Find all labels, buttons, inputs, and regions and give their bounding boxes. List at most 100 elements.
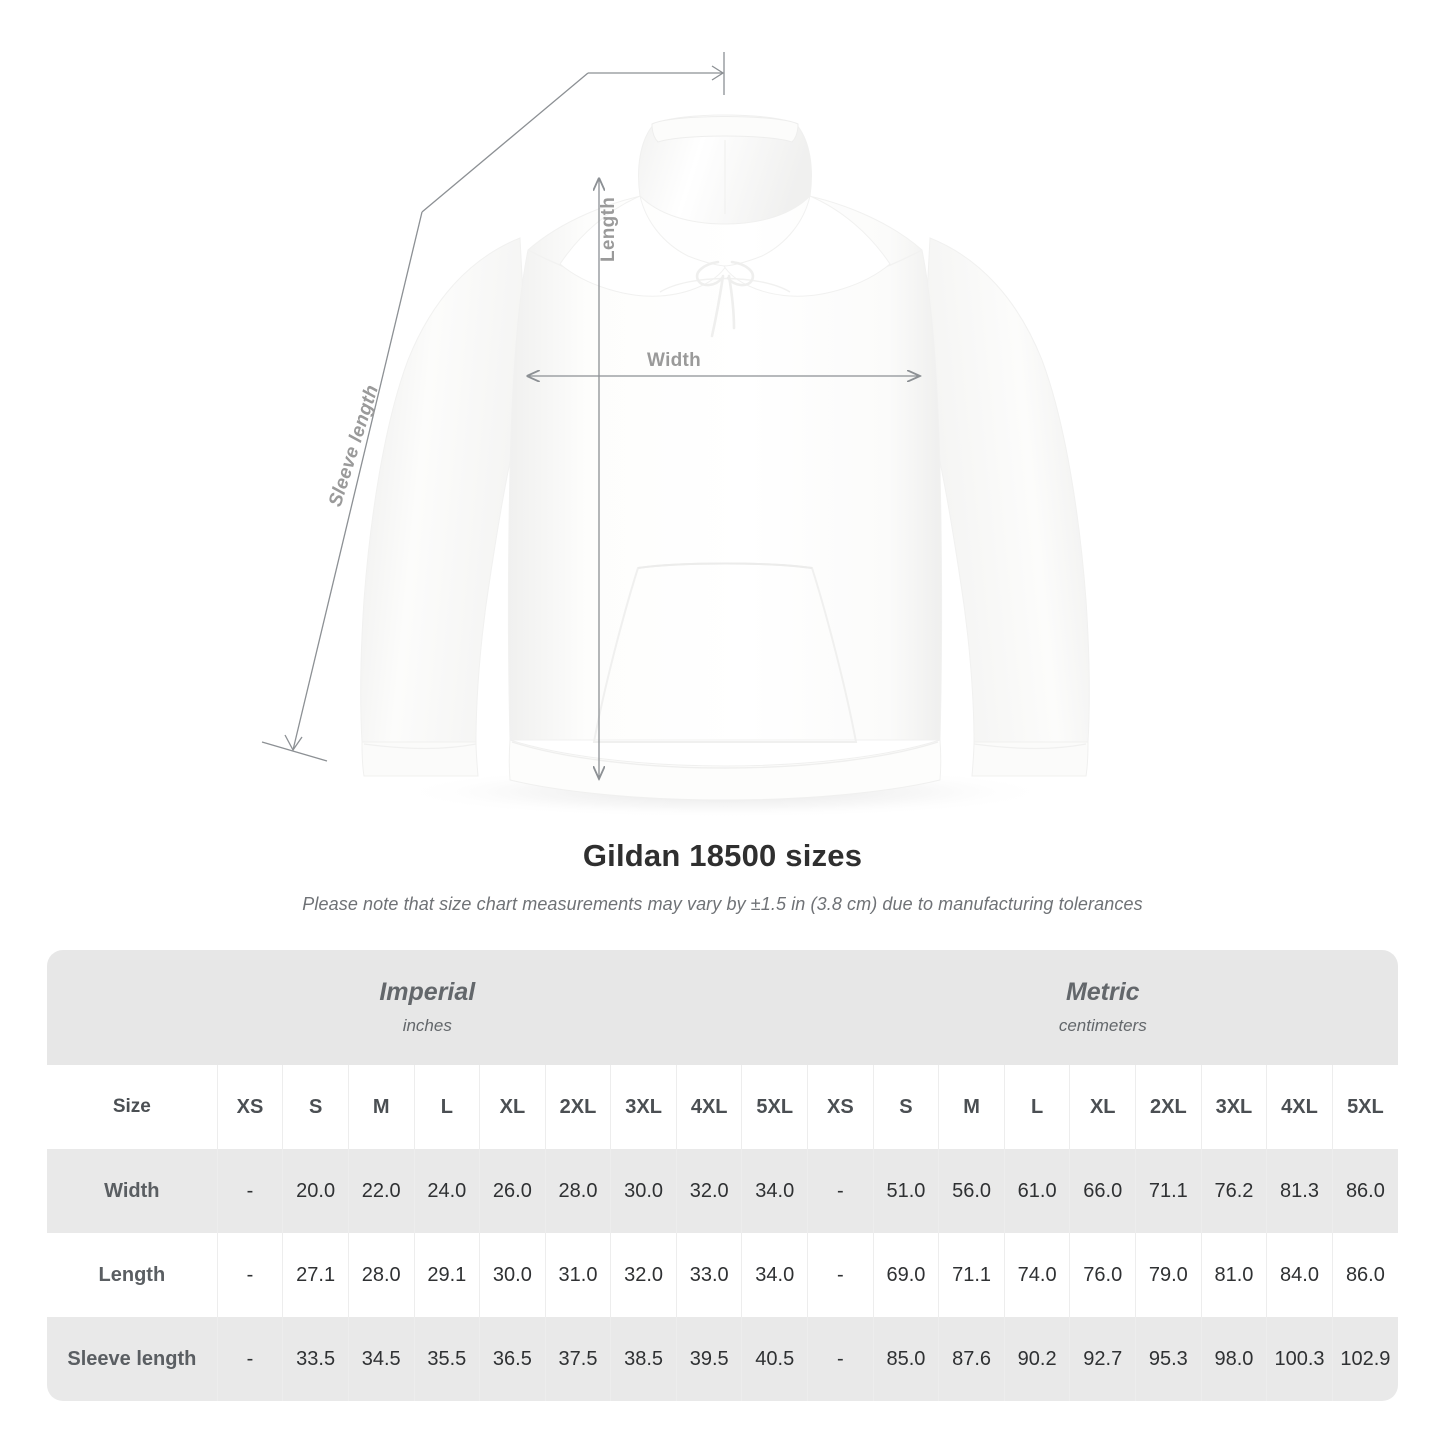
cell-width-imperial-2xl: 28.0 [544, 1149, 611, 1233]
size-header-metric-m: M [938, 1065, 1005, 1149]
cell-sleeve-length-metric-s: 85.0 [872, 1317, 939, 1401]
cell-sleeve-length-imperial-xl: 36.5 [479, 1317, 546, 1401]
size-header-imperial-4xl: 4XL [675, 1065, 742, 1149]
cell-sleeve-length-metric-4xl: 100.3 [1266, 1317, 1333, 1401]
hoodie-illustration-svg [261, 52, 1090, 818]
size-header-imperial-l: L [413, 1065, 480, 1149]
size-header-metric-3xl: 3XL [1200, 1065, 1267, 1149]
table-row: Sleeve length -33.5 34.5 35.5 36.5 37.5 38.5 39… [47, 1317, 1398, 1401]
cell-sleeve-length-imperial-2xl: 37.5 [544, 1317, 611, 1401]
unit-group-name: Metric [1065, 978, 1140, 1007]
cell-length-imperial-4xl: 33.0 [675, 1233, 742, 1317]
cell-width-metric-xs: - [807, 1149, 874, 1233]
size-header-metric-s: S [872, 1065, 939, 1149]
cell-length-metric-xs: - [807, 1233, 874, 1317]
cell-length-metric-s: 69.0 [872, 1233, 939, 1317]
size-header-imperial-s: S [282, 1065, 349, 1149]
cell-length-imperial-xl: 30.0 [479, 1233, 546, 1317]
cell-length-metric-5xl: 86.0 [1331, 1233, 1398, 1317]
measurement-lines [261, 52, 920, 779]
unit-group-subtitle: inches [402, 1015, 452, 1035]
cell-length-imperial-xs: - [216, 1233, 283, 1317]
cell-sleeve-length-metric-xl: 92.7 [1069, 1317, 1136, 1401]
size-header-metric-l: L [1003, 1065, 1070, 1149]
cell-length-imperial-l: 29.1 [413, 1233, 480, 1317]
unit-group-header-row: Imperial inches Metric centimeters [47, 950, 1398, 1065]
cell-length-metric-m: 71.1 [938, 1233, 1005, 1317]
cell-width-imperial-xs: - [216, 1149, 283, 1233]
length-label: Length [598, 196, 619, 262]
cell-sleeve-length-imperial-m: 34.5 [347, 1317, 414, 1401]
row-label-sleeve-length: Sleeve length [47, 1317, 218, 1401]
size-header-imperial-m: M [347, 1065, 414, 1149]
cell-sleeve-length-metric-xs: - [807, 1317, 874, 1401]
width-label: Width [647, 350, 702, 371]
cell-length-imperial-5xl: 34.0 [741, 1233, 808, 1317]
cell-width-imperial-s: 20.0 [282, 1149, 349, 1233]
size-header-imperial-xs: XS [216, 1065, 283, 1149]
cell-length-imperial-3xl: 32.0 [610, 1233, 677, 1317]
sleeve-dimension-line [292, 211, 423, 751]
size-chart-table-container: Imperial inches Metric centimeters Size XS S M L… [47, 950, 1398, 1401]
cell-sleeve-length-imperial-5xl: 40.5 [741, 1317, 808, 1401]
cell-width-imperial-5xl: 34.0 [741, 1149, 808, 1233]
cell-width-imperial-m: 22.0 [347, 1149, 414, 1233]
size-header-metric-xs: XS [807, 1065, 874, 1149]
cell-width-imperial-xl: 26.0 [479, 1149, 546, 1233]
size-chart-table: Imperial inches Metric centimeters Size XS S M L… [47, 950, 1398, 1401]
cell-sleeve-length-imperial-3xl: 38.5 [610, 1317, 677, 1401]
hoodie-garment [360, 114, 1090, 801]
unit-group-metric: Metric centimeters [807, 950, 1398, 1065]
size-header-imperial-5xl: 5XL [741, 1065, 808, 1149]
cell-width-metric-5xl: 86.0 [1331, 1149, 1398, 1233]
cell-sleeve-length-metric-m: 87.6 [938, 1317, 1005, 1401]
cell-width-imperial-4xl: 32.0 [675, 1149, 742, 1233]
cell-sleeve-length-imperial-xs: - [216, 1317, 283, 1401]
cell-sleeve-length-imperial-4xl: 39.5 [675, 1317, 742, 1401]
size-header-metric-5xl: 5XL [1331, 1065, 1398, 1149]
cell-width-metric-4xl: 81.3 [1266, 1149, 1333, 1233]
table-row: Length -27.1 28.0 29.1 30.0 31.0 32.0 33.0 34.0-… [47, 1233, 1398, 1317]
cell-width-imperial-3xl: 30.0 [610, 1149, 677, 1233]
size-header-imperial-2xl: 2XL [544, 1065, 611, 1149]
cell-width-metric-xl: 66.0 [1069, 1149, 1136, 1233]
sleeve-bottom-tick [261, 741, 328, 762]
cell-length-imperial-2xl: 31.0 [544, 1233, 611, 1317]
cell-sleeve-length-metric-5xl: 102.9 [1331, 1317, 1398, 1401]
cell-width-metric-l: 61.0 [1003, 1149, 1070, 1233]
cell-sleeve-length-imperial-l: 35.5 [413, 1317, 480, 1401]
size-header-metric-2xl: 2XL [1135, 1065, 1202, 1149]
cell-sleeve-length-metric-3xl: 98.0 [1200, 1317, 1267, 1401]
cell-width-imperial-l: 24.0 [413, 1149, 480, 1233]
sleeve-leader-diagonal-upper [421, 72, 589, 213]
measurement-tolerance-note: Please note that size chart measurements… [302, 894, 1143, 914]
cell-width-metric-m: 56.0 [938, 1149, 1005, 1233]
cell-width-metric-2xl: 71.1 [1135, 1149, 1202, 1233]
unit-group-name: Imperial [379, 978, 476, 1007]
table-row: Width -20.0 22.0 24.0 26.0 28.0 30.0 32.0 34.0-5… [47, 1149, 1398, 1233]
cell-sleeve-length-imperial-s: 33.5 [282, 1317, 349, 1401]
cell-length-metric-3xl: 81.0 [1200, 1233, 1267, 1317]
unit-group-imperial: Imperial inches [47, 950, 808, 1065]
size-header-row: Size XS S M L XL 2XL 3XL 4XL 5XL XS S M L XL 2XL 3XL 4XL 5… [47, 1065, 1398, 1149]
size-header-imperial-3xl: 3XL [610, 1065, 677, 1149]
cell-length-metric-l: 74.0 [1003, 1233, 1070, 1317]
size-header-metric-xl: XL [1069, 1065, 1136, 1149]
page-title: Gildan 18500 sizes [582, 838, 863, 873]
cell-width-metric-3xl: 76.2 [1200, 1149, 1267, 1233]
garment-diagram: Width Length Sleeve length [261, 52, 1090, 818]
sleeve-bottom-arrowhead [284, 734, 303, 752]
cell-length-imperial-s: 27.1 [282, 1233, 349, 1317]
size-header-metric-4xl: 4XL [1266, 1065, 1333, 1149]
unit-group-subtitle: centimeters [1058, 1015, 1147, 1035]
row-label-width: Width [47, 1149, 218, 1233]
cell-length-imperial-m: 28.0 [347, 1233, 414, 1317]
row-label-length: Length [47, 1233, 218, 1317]
cell-sleeve-length-metric-l: 90.2 [1003, 1317, 1070, 1401]
cell-sleeve-length-metric-2xl: 95.3 [1135, 1317, 1202, 1401]
cell-length-metric-xl: 76.0 [1069, 1233, 1136, 1317]
cell-width-metric-s: 51.0 [872, 1149, 939, 1233]
size-header-imperial-xl: XL [479, 1065, 546, 1149]
cell-length-metric-2xl: 79.0 [1135, 1233, 1202, 1317]
size-column-header: Size [47, 1065, 218, 1149]
